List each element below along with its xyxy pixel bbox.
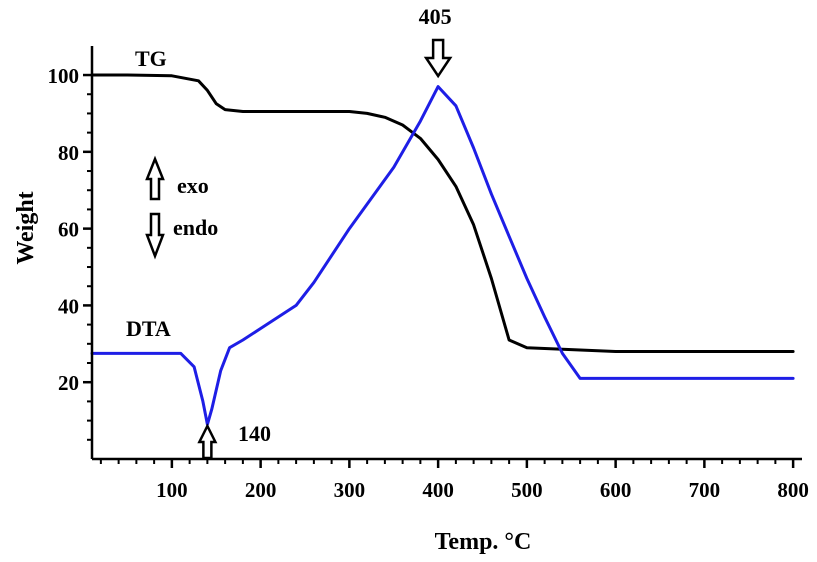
x-tick-label-200: 200 [245,478,277,502]
plot-area [90,73,795,426]
y-tick-label-60: 60 [58,218,79,242]
x-tick-label-100: 100 [156,478,188,502]
x-tick-label-300: 300 [334,478,366,502]
y-tick-label-100: 100 [48,64,80,88]
y-tick-label-40: 40 [58,294,79,318]
x-tick-label-800: 800 [777,478,809,502]
tg-label: TG [135,46,167,71]
y-tick-label-80: 80 [58,141,79,165]
axes [90,46,802,461]
dip-140-label: 140 [238,421,271,446]
endo-label: endo [173,215,218,240]
dip-140-arrow-icon [197,423,218,460]
peak-405-arrow-icon [423,38,453,79]
ticks: 100 200 300 400 500 600 700 800 20 40 60 80 100 [48,64,809,502]
y-tick-label-20: 20 [58,371,79,395]
x-axis-title: Temp. °C [435,529,532,555]
endo-arrow-icon [145,212,165,260]
exo-label: exo [177,173,209,198]
series-line-dta [90,85,795,426]
annotations: TG DTA 405 140 exo endo [126,4,453,460]
x-tick-label-400: 400 [422,478,454,502]
peak-405-label: 405 [419,4,452,29]
exo-arrow-icon [145,155,165,201]
y-axis-title: Weight [13,191,39,264]
dta-label: DTA [126,316,171,341]
series-line-tg [90,73,795,353]
x-tick-label-600: 600 [600,478,632,502]
x-tick-label-700: 700 [689,478,721,502]
x-tick-label-500: 500 [511,478,543,502]
